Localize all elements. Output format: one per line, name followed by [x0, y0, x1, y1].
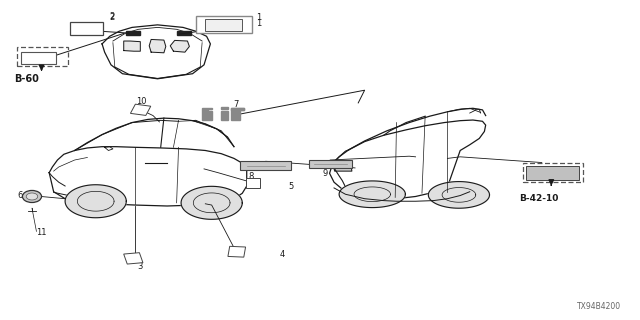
Bar	[124, 253, 143, 264]
Polygon shape	[124, 41, 140, 51]
Polygon shape	[330, 120, 486, 199]
Text: 5: 5	[289, 181, 294, 190]
Text: B-60: B-60	[15, 74, 39, 84]
Polygon shape	[49, 147, 246, 206]
Text: 9: 9	[323, 170, 328, 179]
Polygon shape	[232, 108, 244, 120]
Bar	[228, 246, 246, 257]
Text: 1: 1	[256, 19, 262, 28]
Text: 2: 2	[109, 13, 115, 22]
Polygon shape	[149, 39, 166, 53]
Text: 4: 4	[279, 250, 284, 259]
Bar	[131, 104, 151, 116]
Bar	[205, 20, 243, 31]
Text: 10: 10	[136, 97, 147, 106]
Text: TX94B4200: TX94B4200	[577, 302, 621, 311]
Bar	[241, 161, 291, 170]
Bar	[20, 52, 56, 64]
Polygon shape	[65, 185, 126, 218]
Polygon shape	[170, 40, 189, 52]
Bar	[177, 31, 191, 35]
Ellipse shape	[22, 190, 42, 203]
Text: B-42-10: B-42-10	[519, 194, 558, 203]
Polygon shape	[232, 108, 244, 110]
Text: 7: 7	[233, 100, 239, 109]
Ellipse shape	[26, 193, 38, 200]
Text: 8: 8	[248, 172, 254, 181]
Polygon shape	[428, 181, 490, 208]
Text: 2: 2	[109, 12, 115, 21]
Bar	[196, 16, 252, 33]
Polygon shape	[333, 163, 352, 171]
Text: 3: 3	[138, 262, 143, 271]
Bar	[125, 31, 140, 35]
Polygon shape	[221, 111, 228, 120]
Text: 11: 11	[36, 228, 46, 237]
Polygon shape	[181, 186, 243, 219]
Bar	[527, 166, 579, 180]
Bar	[70, 22, 103, 35]
Text: 1: 1	[256, 13, 262, 22]
Polygon shape	[202, 108, 212, 120]
Text: 6: 6	[18, 191, 23, 200]
Polygon shape	[339, 181, 405, 208]
Polygon shape	[221, 107, 228, 109]
Bar	[246, 178, 260, 188]
Bar	[308, 160, 352, 168]
